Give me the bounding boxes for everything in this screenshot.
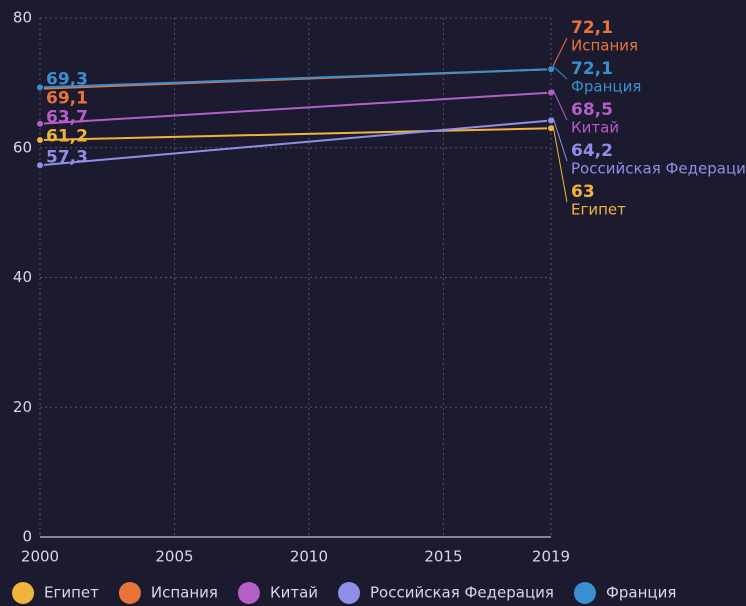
end-name-label: Китай	[571, 119, 619, 137]
legend-label: Китай	[270, 584, 318, 602]
leader-line	[552, 37, 568, 67]
legend-label: Испания	[151, 584, 218, 602]
end-value-label: 72,1	[571, 18, 613, 38]
leader-line	[552, 125, 568, 203]
end-name-label: Испания	[571, 37, 638, 55]
point	[36, 83, 44, 92]
end-name-label: Египет	[571, 201, 626, 219]
end-value-label: 63	[571, 182, 595, 202]
x-tick-label: 2000	[21, 548, 59, 566]
end-value-label: 64,2	[571, 141, 613, 161]
start-label: 69,1	[46, 88, 88, 108]
legend-swatch	[12, 582, 34, 604]
point	[547, 65, 555, 74]
point	[36, 161, 44, 170]
legend-label: Российская Федерация	[370, 584, 554, 602]
series-line	[39, 91, 552, 125]
x-tick-label: 2010	[290, 548, 328, 566]
legend-label: Франция	[606, 584, 676, 602]
start-label: 57,3	[46, 147, 88, 167]
x-tick-label: 2019	[532, 548, 570, 566]
point	[36, 135, 44, 144]
x-tick-label: 2005	[155, 548, 193, 566]
y-tick-label: 80	[13, 9, 32, 27]
start-label: 63,7	[46, 107, 88, 127]
leader-line	[552, 89, 568, 121]
legend-swatch	[118, 582, 141, 604]
end-name-label: Франция	[571, 78, 641, 96]
series-line	[39, 68, 552, 89]
start-label: 69,3	[46, 69, 88, 89]
y-tick-label: 20	[13, 398, 32, 416]
leader-line	[552, 117, 568, 162]
start-label: 61,2	[46, 126, 88, 146]
y-tick-label: 0	[22, 528, 32, 546]
legend-label: Египет	[44, 584, 99, 602]
legend-swatch	[573, 582, 596, 604]
point	[36, 119, 44, 128]
point	[547, 116, 555, 125]
legend-swatch	[338, 582, 361, 604]
leader-line	[552, 65, 568, 80]
series-line	[39, 119, 552, 167]
y-tick-label: 60	[13, 138, 32, 156]
end-name-label: Российская Федерация	[571, 160, 746, 178]
x-tick-label: 2015	[424, 548, 462, 566]
y-tick-label: 40	[13, 268, 32, 286]
legend-swatch	[237, 582, 260, 604]
series-line	[39, 127, 552, 141]
end-value-label: 68,5	[571, 100, 613, 120]
end-value-label: 72,1	[571, 59, 613, 79]
